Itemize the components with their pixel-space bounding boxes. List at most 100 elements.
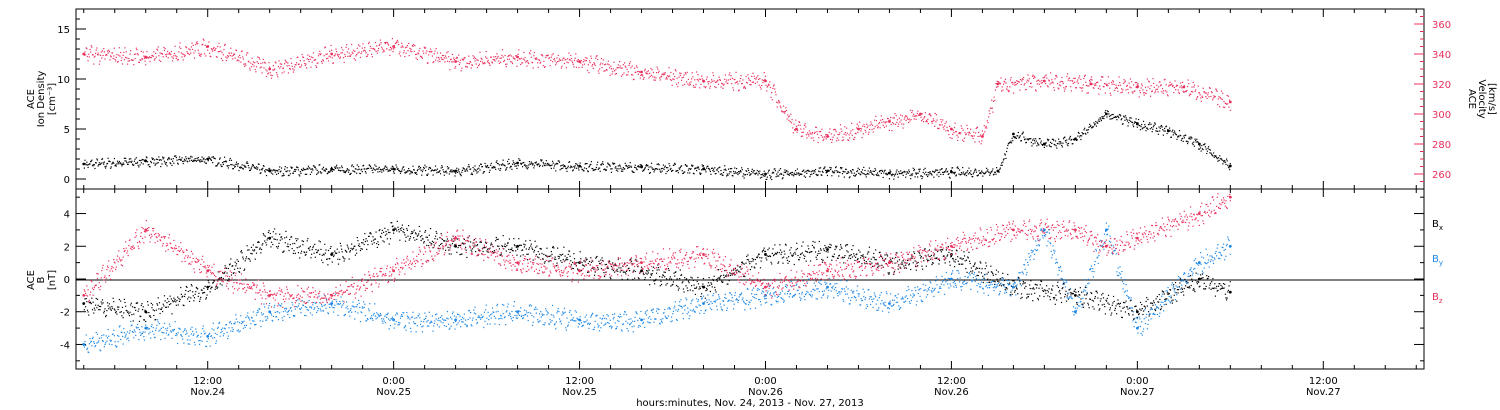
bx-sample: [183, 295, 186, 298]
density-sample: [1023, 136, 1025, 138]
density-sample: [924, 167, 926, 169]
velocity-sample: [839, 124, 842, 126]
bx-sample: [652, 270, 654, 272]
velocity-sample: [937, 127, 939, 130]
velocity-sample: [119, 55, 121, 57]
bx-sample: [547, 255, 549, 257]
density-sample: [1080, 135, 1083, 137]
density-sample: [1091, 127, 1093, 129]
velocity-sample: [135, 53, 137, 55]
velocity-sample: [725, 81, 727, 83]
velocity-sample: [233, 53, 235, 55]
density-sample: [977, 174, 980, 176]
bx-sample: [657, 264, 659, 266]
velocity-sample: [337, 56, 340, 58]
velocity-sample: [627, 71, 629, 73]
velocity-sample: [901, 123, 903, 125]
density-sample: [347, 171, 350, 173]
density-sample: [943, 171, 946, 173]
velocity-sample: [239, 54, 241, 57]
density-sample: [466, 170, 469, 172]
velocity-sample: [1224, 106, 1226, 108]
velocity-sample: [772, 85, 775, 87]
bx-sample: [624, 271, 626, 273]
velocity-sample: [401, 45, 403, 47]
density-sample: [1212, 152, 1215, 154]
bx-sample: [140, 304, 142, 307]
density-sample: [695, 167, 697, 169]
density-sample: [886, 174, 888, 176]
velocity-sample: [797, 129, 799, 131]
bx-sample: [435, 231, 437, 233]
velocity-sample: [485, 50, 487, 53]
velocity-sample: [250, 62, 252, 64]
bx-sample: [396, 230, 398, 232]
density-sample: [407, 170, 409, 172]
density-sample: [984, 173, 986, 175]
density-sample: [142, 163, 144, 165]
velocity-sample: [688, 84, 690, 86]
velocity-sample: [251, 57, 253, 59]
velocity-sample: [981, 140, 983, 142]
velocity-sample: [358, 51, 360, 53]
velocity-sample: [198, 55, 201, 57]
velocity-sample: [570, 54, 572, 57]
velocity-sample: [382, 51, 384, 53]
density-sample: [746, 173, 748, 176]
velocity-sample: [165, 55, 167, 58]
bx-sample: [464, 243, 466, 245]
density-sample: [283, 174, 285, 177]
velocity-sample: [813, 132, 816, 134]
velocity-sample: [997, 81, 1000, 83]
density-sample: [111, 162, 114, 164]
bx-sample: [252, 244, 254, 246]
density-sample: [390, 167, 392, 169]
density-sample: [669, 165, 671, 167]
density-sample: [438, 171, 440, 173]
density-sample: [225, 160, 227, 162]
density-sample: [893, 175, 896, 177]
velocity-sample: [468, 63, 470, 65]
density-sample: [404, 172, 406, 174]
velocity-sample: [128, 60, 131, 62]
velocity-sample: [1124, 81, 1126, 83]
velocity-sample: [194, 50, 196, 52]
velocity-sample: [169, 53, 171, 55]
bx-sample: [152, 309, 154, 311]
velocity-sample: [465, 66, 467, 68]
density-sample: [238, 169, 240, 172]
bx-sample: [419, 230, 421, 232]
bx-sample: [349, 251, 351, 253]
bx-sample: [123, 298, 126, 300]
bx-sample: [267, 231, 270, 234]
density-sample: [379, 168, 382, 171]
bx-sample: [502, 235, 504, 237]
density-sample: [321, 168, 323, 170]
velocity-sample: [193, 52, 195, 54]
velocity-sample: [578, 61, 581, 63]
velocity-sample: [394, 42, 397, 45]
density-sample: [187, 161, 189, 163]
bx-sample: [602, 259, 604, 262]
velocity-sample: [1073, 77, 1075, 80]
density-sample: [322, 166, 325, 168]
velocity-sample: [761, 79, 763, 81]
velocity-sample: [612, 71, 614, 73]
density-sample: [294, 170, 296, 172]
velocity-sample: [466, 62, 468, 64]
velocity-sample: [670, 79, 673, 81]
velocity-sample: [978, 131, 980, 134]
velocity-sample: [409, 47, 411, 50]
bx-sample: [574, 263, 576, 265]
velocity-sample: [719, 79, 721, 81]
density-sample: [305, 168, 307, 171]
velocity-sample: [1077, 82, 1079, 84]
velocity-sample: [820, 134, 822, 137]
velocity-sample: [547, 54, 549, 56]
velocity-sample: [976, 126, 979, 128]
velocity-sample: [461, 67, 463, 69]
velocity-sample: [347, 48, 350, 50]
velocity-sample: [398, 43, 400, 46]
density-sample: [974, 170, 976, 172]
density-sample: [967, 170, 969, 172]
